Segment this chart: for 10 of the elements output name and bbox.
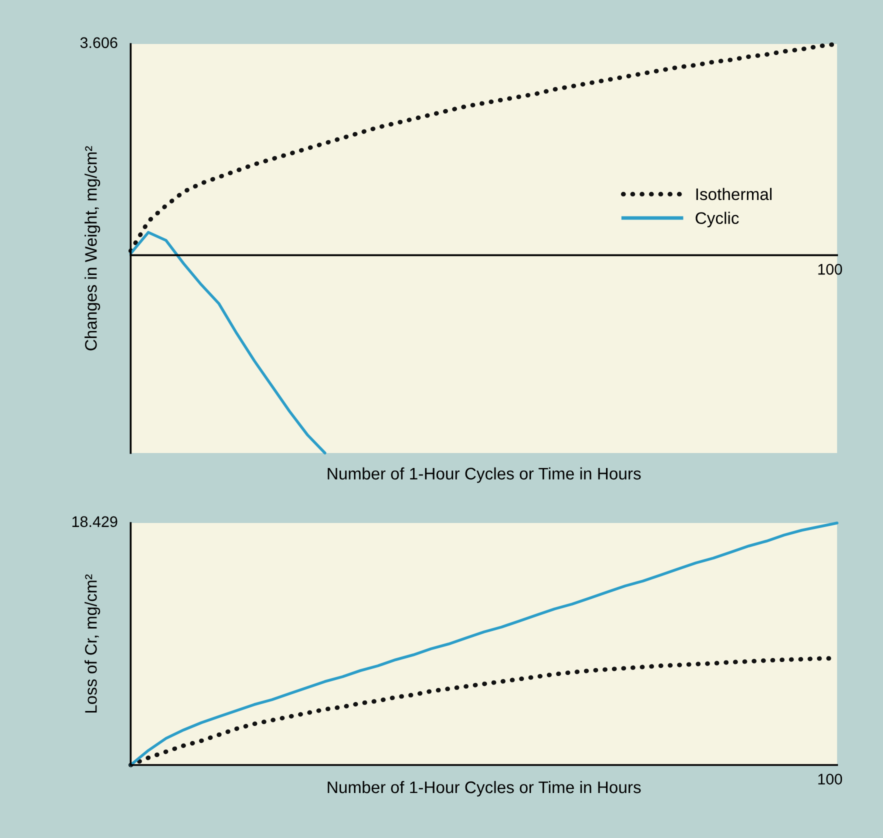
text: 18.429 xyxy=(72,516,118,528)
y-axis-title: Loss of Cr, mg/cm² xyxy=(84,574,100,713)
x-axis-title: Number of 1-Hour Cycles or Time in Hours xyxy=(328,780,641,797)
x-axis-title: Number of 1-Hour Cycles or Time in Hours xyxy=(328,467,641,483)
text: 100 xyxy=(818,774,842,785)
y-axis-title: Changes in Weight, mg/cm² xyxy=(84,146,100,350)
text: 3.606 xyxy=(80,37,118,48)
annotation: 100 xyxy=(818,264,842,275)
legend-label: Isothermal xyxy=(696,188,772,200)
legend-label: Cyclic xyxy=(696,212,739,228)
